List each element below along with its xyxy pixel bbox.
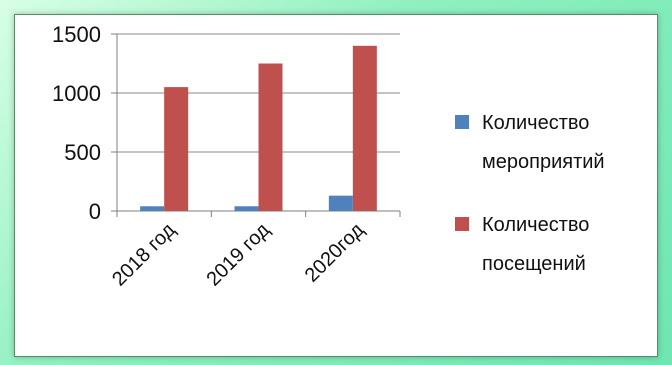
legend-swatch-events [455,115,469,129]
legend-label-events-line2: мероприятий [482,151,605,173]
x-category-label: 2018 год [108,219,180,291]
x-category-label: 2019 год [202,219,274,291]
legend: Количество мероприятий Количество посеще… [455,112,605,275]
legend-label-visits-line2: посещений [482,253,586,275]
legend-label-events-line1: Количество [482,112,589,134]
y-tick-labels: 0 500 1000 1500 [52,22,101,224]
bar-visits [258,63,283,211]
y-tick-label: 1500 [52,22,101,47]
bar-events [328,195,353,211]
y-tick-label: 500 [64,140,101,165]
bar-visits [164,87,189,211]
legend-label-visits-line1: Количество [482,214,589,236]
legend-swatch-visits [455,217,469,231]
x-category-label: 2020год [301,219,369,287]
bars [140,45,377,211]
y-tick-label: 1000 [52,81,101,106]
chart-panel [14,14,658,357]
bar-events [234,206,259,211]
bar-visits [352,45,377,211]
bar-events [140,206,165,211]
x-tick-labels: 2018 год 2019 год 2020год [108,219,369,291]
y-tick-label: 0 [89,199,101,224]
